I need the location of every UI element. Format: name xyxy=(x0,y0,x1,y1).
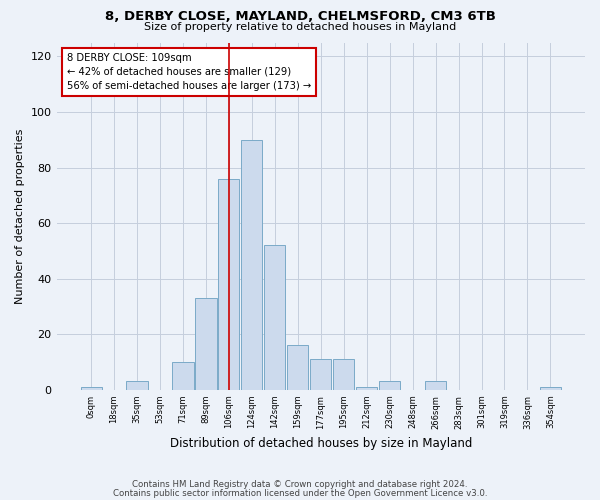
Bar xyxy=(172,362,194,390)
X-axis label: Distribution of detached houses by size in Mayland: Distribution of detached houses by size … xyxy=(170,437,472,450)
Text: Contains public sector information licensed under the Open Government Licence v3: Contains public sector information licen… xyxy=(113,488,487,498)
Text: Size of property relative to detached houses in Mayland: Size of property relative to detached ho… xyxy=(144,22,456,32)
Bar xyxy=(356,387,377,390)
Bar xyxy=(127,382,148,390)
Text: Contains HM Land Registry data © Crown copyright and database right 2024.: Contains HM Land Registry data © Crown c… xyxy=(132,480,468,489)
Bar xyxy=(540,387,561,390)
Text: 8 DERBY CLOSE: 109sqm
← 42% of detached houses are smaller (129)
56% of semi-det: 8 DERBY CLOSE: 109sqm ← 42% of detached … xyxy=(67,53,311,91)
Bar xyxy=(310,359,331,390)
Bar xyxy=(379,382,400,390)
Y-axis label: Number of detached properties: Number of detached properties xyxy=(15,128,25,304)
Bar xyxy=(287,346,308,390)
Text: 8, DERBY CLOSE, MAYLAND, CHELMSFORD, CM3 6TB: 8, DERBY CLOSE, MAYLAND, CHELMSFORD, CM3… xyxy=(104,10,496,23)
Bar xyxy=(218,178,239,390)
Bar xyxy=(241,140,262,390)
Bar xyxy=(264,246,286,390)
Bar xyxy=(80,387,101,390)
Bar xyxy=(333,359,354,390)
Bar xyxy=(196,298,217,390)
Bar xyxy=(425,382,446,390)
